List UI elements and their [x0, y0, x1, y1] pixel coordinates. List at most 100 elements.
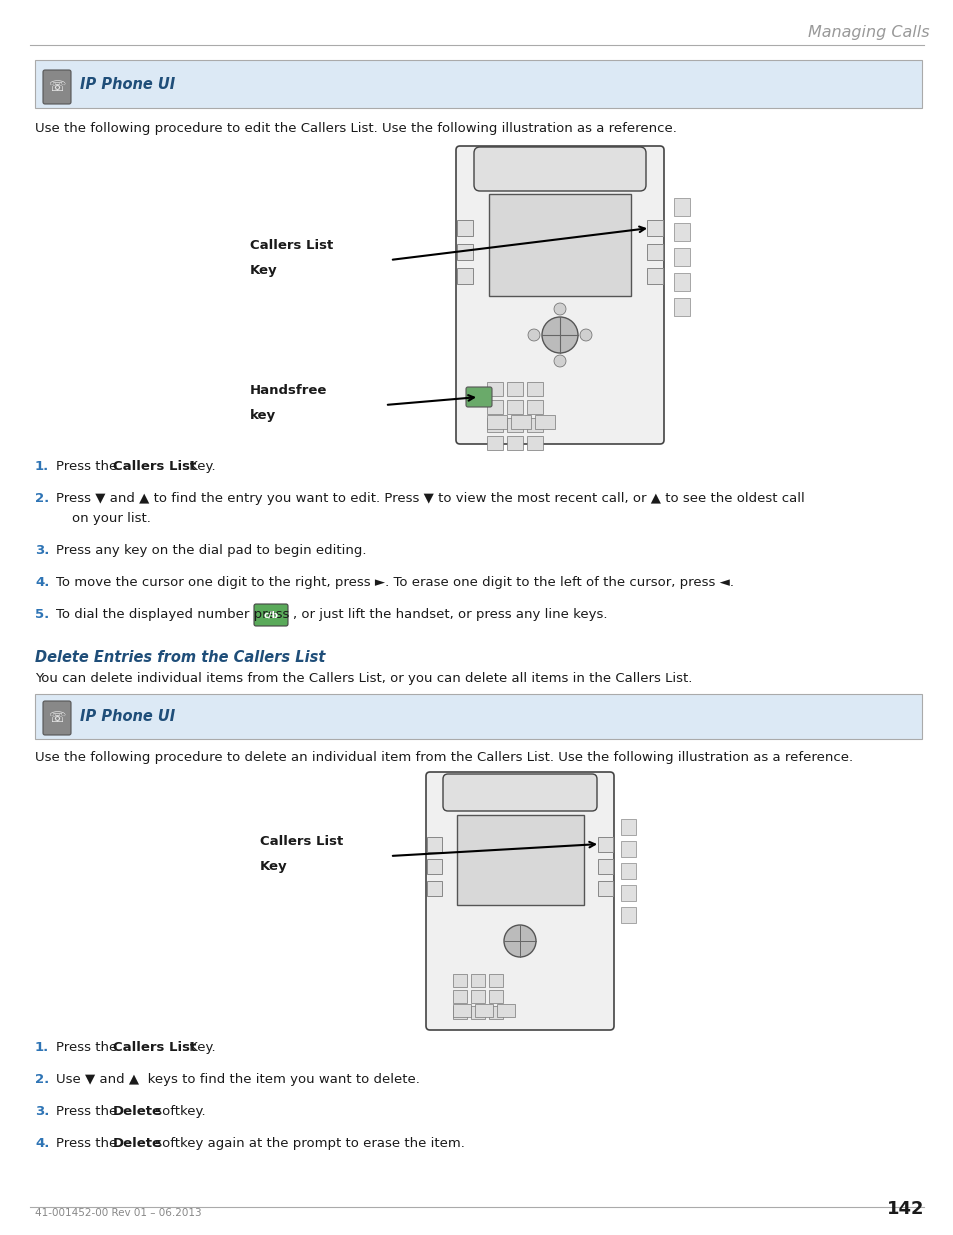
FancyBboxPatch shape: [646, 220, 662, 236]
FancyBboxPatch shape: [506, 400, 522, 414]
Circle shape: [541, 317, 578, 353]
Text: Press any key on the dial pad to begin editing.: Press any key on the dial pad to begin e…: [56, 543, 366, 557]
Text: Use ▼ and ▲  keys to find the item you want to delete.: Use ▼ and ▲ keys to find the item you wa…: [56, 1073, 419, 1086]
FancyBboxPatch shape: [253, 604, 288, 626]
Text: Callers List: Callers List: [260, 835, 343, 848]
FancyBboxPatch shape: [620, 863, 636, 879]
Text: 2.: 2.: [35, 492, 50, 505]
Text: IP Phone UI: IP Phone UI: [80, 709, 175, 724]
Text: Managing Calls: Managing Calls: [807, 25, 929, 40]
FancyBboxPatch shape: [453, 974, 467, 987]
Text: IP Phone UI: IP Phone UI: [80, 77, 175, 91]
FancyBboxPatch shape: [511, 415, 531, 429]
FancyBboxPatch shape: [620, 819, 636, 835]
FancyBboxPatch shape: [526, 436, 542, 450]
Text: , or just lift the handset, or press any line keys.: , or just lift the handset, or press any…: [293, 608, 607, 621]
FancyBboxPatch shape: [456, 220, 473, 236]
FancyBboxPatch shape: [486, 436, 502, 450]
Text: Callers List: Callers List: [250, 240, 333, 252]
Text: Use the following procedure to edit the Callers List. Use the following illustra: Use the following procedure to edit the …: [35, 122, 677, 135]
Text: Press ▼ and ▲ to find the entry you want to edit. Press ▼ to view the most recen: Press ▼ and ▲ to find the entry you want…: [56, 492, 804, 505]
Text: softkey again at the prompt to erase the item.: softkey again at the prompt to erase the…: [151, 1137, 464, 1150]
FancyBboxPatch shape: [427, 860, 441, 874]
Text: Delete: Delete: [112, 1137, 162, 1150]
Text: key: key: [250, 409, 275, 422]
FancyBboxPatch shape: [497, 1004, 515, 1016]
FancyBboxPatch shape: [35, 61, 921, 107]
FancyBboxPatch shape: [526, 382, 542, 396]
Text: Key: Key: [260, 860, 287, 873]
FancyBboxPatch shape: [506, 382, 522, 396]
FancyBboxPatch shape: [43, 70, 71, 104]
Text: Callers List: Callers List: [112, 1041, 196, 1053]
FancyBboxPatch shape: [456, 245, 473, 261]
FancyBboxPatch shape: [453, 990, 467, 1003]
Text: 41-001452-00 Rev 01 – 06.2013: 41-001452-00 Rev 01 – 06.2013: [35, 1208, 201, 1218]
FancyBboxPatch shape: [486, 400, 502, 414]
FancyBboxPatch shape: [471, 974, 484, 987]
FancyBboxPatch shape: [598, 837, 613, 852]
FancyBboxPatch shape: [456, 268, 473, 284]
Text: Key: Key: [250, 264, 277, 277]
FancyBboxPatch shape: [489, 1007, 502, 1019]
FancyBboxPatch shape: [489, 194, 630, 296]
FancyBboxPatch shape: [598, 860, 613, 874]
FancyBboxPatch shape: [456, 815, 583, 905]
FancyBboxPatch shape: [426, 772, 614, 1030]
FancyBboxPatch shape: [471, 990, 484, 1003]
FancyBboxPatch shape: [456, 146, 663, 445]
Text: Press the: Press the: [56, 1105, 121, 1118]
Text: ☏: ☏: [49, 80, 66, 94]
Text: 5.: 5.: [35, 608, 50, 621]
FancyBboxPatch shape: [506, 417, 522, 432]
FancyBboxPatch shape: [442, 774, 597, 811]
FancyBboxPatch shape: [489, 990, 502, 1003]
Text: You can delete individual items from the Callers List, or you can delete all ite: You can delete individual items from the…: [35, 672, 692, 685]
FancyBboxPatch shape: [526, 417, 542, 432]
Text: 4.: 4.: [35, 576, 50, 589]
Text: on your list.: on your list.: [71, 513, 151, 525]
FancyBboxPatch shape: [620, 841, 636, 857]
FancyBboxPatch shape: [43, 701, 71, 735]
Text: Delete: Delete: [112, 1105, 162, 1118]
FancyBboxPatch shape: [526, 400, 542, 414]
Text: To dial the displayed number press: To dial the displayed number press: [56, 608, 289, 621]
Circle shape: [554, 303, 565, 315]
FancyBboxPatch shape: [673, 198, 689, 216]
Text: 142: 142: [885, 1200, 923, 1218]
Text: 4.: 4.: [35, 1137, 50, 1150]
Text: 2.: 2.: [35, 1073, 50, 1086]
FancyBboxPatch shape: [506, 436, 522, 450]
Text: Key.: Key.: [185, 1041, 215, 1053]
FancyBboxPatch shape: [646, 245, 662, 261]
Circle shape: [503, 925, 536, 957]
FancyBboxPatch shape: [673, 248, 689, 266]
FancyBboxPatch shape: [475, 1004, 493, 1016]
Text: 3.: 3.: [35, 1105, 50, 1118]
FancyBboxPatch shape: [486, 417, 502, 432]
Text: c/b: c/b: [263, 610, 278, 620]
FancyBboxPatch shape: [486, 415, 506, 429]
FancyBboxPatch shape: [598, 881, 613, 897]
Text: softkey.: softkey.: [151, 1105, 206, 1118]
FancyBboxPatch shape: [35, 694, 921, 739]
Text: ☏: ☏: [49, 711, 66, 725]
FancyBboxPatch shape: [465, 387, 492, 408]
FancyBboxPatch shape: [427, 881, 441, 897]
Text: 1.: 1.: [35, 459, 50, 473]
FancyBboxPatch shape: [646, 268, 662, 284]
FancyBboxPatch shape: [453, 1007, 467, 1019]
Text: Key.: Key.: [185, 459, 215, 473]
Circle shape: [527, 329, 539, 341]
FancyBboxPatch shape: [453, 1004, 471, 1016]
FancyBboxPatch shape: [620, 906, 636, 923]
Text: Use the following procedure to delete an individual item from the Callers List. : Use the following procedure to delete an…: [35, 751, 852, 764]
FancyBboxPatch shape: [673, 298, 689, 316]
FancyBboxPatch shape: [673, 273, 689, 291]
Circle shape: [554, 354, 565, 367]
Text: To move the cursor one digit to the right, press ►. To erase one digit to the le: To move the cursor one digit to the righ…: [56, 576, 733, 589]
FancyBboxPatch shape: [620, 885, 636, 902]
FancyBboxPatch shape: [427, 837, 441, 852]
FancyBboxPatch shape: [474, 147, 645, 191]
Text: 3.: 3.: [35, 543, 50, 557]
